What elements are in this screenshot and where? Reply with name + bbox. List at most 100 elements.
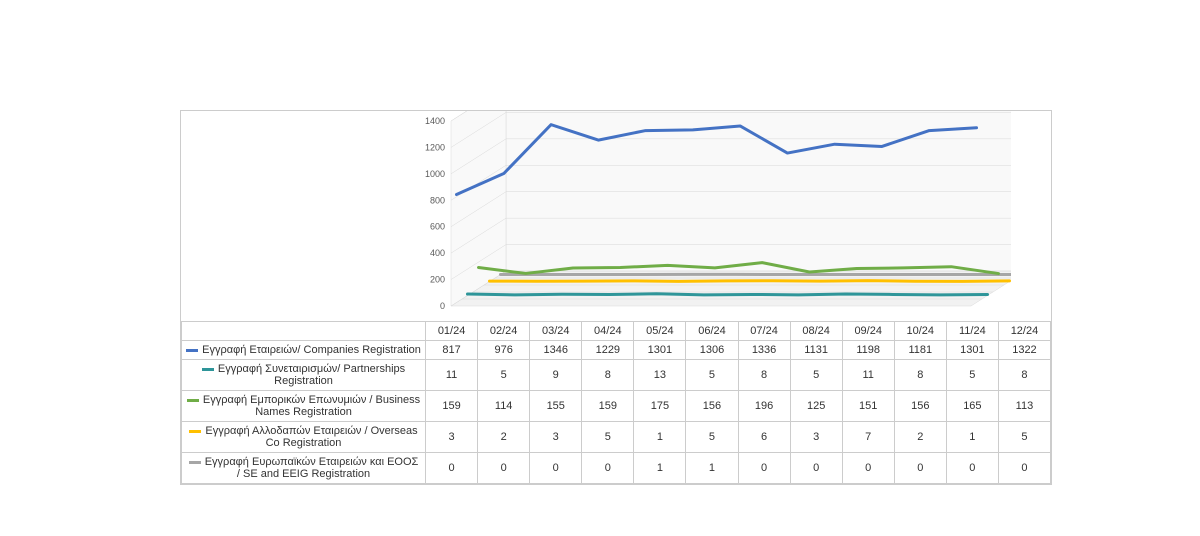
data-cell: 1306 (686, 341, 738, 360)
series-label: Εγγραφή Συνεταιρισμών/ Partnerships Regi… (218, 363, 405, 387)
data-cell: 5 (686, 422, 738, 453)
data-cell: 8 (738, 360, 790, 391)
data-cell: 125 (790, 391, 842, 422)
data-cell: 0 (426, 453, 478, 484)
data-cell: 13 (634, 360, 686, 391)
plot-area: 0 200 400 600 800 1000 1200 1400 (411, 111, 1011, 321)
category-header: 04/24 (582, 322, 634, 341)
category-header: 05/24 (634, 322, 686, 341)
data-cell: 8 (998, 360, 1050, 391)
data-cell: 175 (634, 391, 686, 422)
data-cell: 1181 (894, 341, 946, 360)
data-table: 01/2402/2403/2404/2405/2406/2407/2408/24… (181, 321, 1051, 484)
category-header: 10/24 (894, 322, 946, 341)
series-label-cell: Εγγραφή Συνεταιρισμών/ Partnerships Regi… (182, 360, 426, 391)
data-cell: 0 (894, 453, 946, 484)
category-header: 07/24 (738, 322, 790, 341)
legend-swatch (189, 461, 201, 464)
category-header: 03/24 (530, 322, 582, 341)
table-row: Εγγραφή Εμπορικών Επωνυμιών / Business N… (182, 391, 1051, 422)
data-cell: 151 (842, 391, 894, 422)
data-cell: 1 (634, 422, 686, 453)
svg-text:200: 200 (430, 275, 445, 285)
svg-text:1400: 1400 (425, 116, 445, 126)
data-cell: 5 (998, 422, 1050, 453)
data-cell: 0 (738, 453, 790, 484)
data-cell: 1301 (946, 341, 998, 360)
category-header: 11/24 (946, 322, 998, 341)
data-cell: 1229 (582, 341, 634, 360)
data-cell: 11 (426, 360, 478, 391)
data-cell: 196 (738, 391, 790, 422)
series-label-cell: Εγγραφή Εμπορικών Επωνυμιών / Business N… (182, 391, 426, 422)
data-cell: 159 (426, 391, 478, 422)
svg-text:1000: 1000 (425, 169, 445, 179)
data-cell: 1346 (530, 341, 582, 360)
data-cell: 0 (842, 453, 894, 484)
data-cell: 159 (582, 391, 634, 422)
data-cell: 113 (998, 391, 1050, 422)
data-cell: 0 (530, 453, 582, 484)
category-header: 12/24 (998, 322, 1050, 341)
data-cell: 11 (842, 360, 894, 391)
legend-swatch (189, 430, 201, 433)
data-cell: 0 (998, 453, 1050, 484)
svg-text:600: 600 (430, 222, 445, 232)
chart-svg: 0 200 400 600 800 1000 1200 1400 (411, 111, 1011, 321)
table-row: Εγγραφή Συνεταιρισμών/ Partnerships Regi… (182, 360, 1051, 391)
table-row: Εγγραφή Ευρωπαϊκών Εταιρειών και ΕΟΟΣ / … (182, 453, 1051, 484)
chart-container: 0200400600800100012001400 01/2402/2403/2… (180, 110, 1052, 485)
data-cell: 1336 (738, 341, 790, 360)
data-cell: 155 (530, 391, 582, 422)
data-cell: 5 (478, 360, 530, 391)
data-cell: 1 (686, 453, 738, 484)
table-row: Εγγραφή Εταιρειών/ Companies Registratio… (182, 341, 1051, 360)
data-cell: 3 (426, 422, 478, 453)
data-cell: 3 (790, 422, 842, 453)
data-cell: 5 (790, 360, 842, 391)
legend-swatch (187, 399, 199, 402)
category-header: 01/24 (426, 322, 478, 341)
series-label-cell: Εγγραφή Αλλοδαπών Εταιρειών / Overseas C… (182, 422, 426, 453)
data-cell: 817 (426, 341, 478, 360)
svg-text:0: 0 (440, 301, 445, 311)
svg-text:1200: 1200 (425, 142, 445, 152)
data-cell: 1301 (634, 341, 686, 360)
series-label: Εγγραφή Ευρωπαϊκών Εταιρειών και ΕΟΟΣ / … (205, 456, 419, 480)
data-cell: 0 (478, 453, 530, 484)
data-cell: 7 (842, 422, 894, 453)
data-cell: 1 (946, 422, 998, 453)
data-cell: 9 (530, 360, 582, 391)
series-label: Εγγραφή Αλλοδαπών Εταιρειών / Overseas C… (205, 425, 417, 449)
data-cell: 5 (686, 360, 738, 391)
category-header: 08/24 (790, 322, 842, 341)
data-cell: 1198 (842, 341, 894, 360)
table-header-row: 01/2402/2403/2404/2405/2406/2407/2408/24… (182, 322, 1051, 341)
data-cell: 5 (946, 360, 998, 391)
series-label: Εγγραφή Εταιρειών/ Companies Registratio… (202, 344, 421, 356)
table-corner-cell (182, 322, 426, 341)
data-cell: 976 (478, 341, 530, 360)
data-cell: 2 (894, 422, 946, 453)
data-cell: 0 (582, 453, 634, 484)
category-header: 06/24 (686, 322, 738, 341)
table-row: Εγγραφή Αλλοδαπών Εταιρειών / Overseas C… (182, 422, 1051, 453)
data-cell: 2 (478, 422, 530, 453)
svg-text:800: 800 (430, 195, 445, 205)
data-cell: 0 (946, 453, 998, 484)
data-cell: 165 (946, 391, 998, 422)
data-cell: 156 (894, 391, 946, 422)
category-header: 02/24 (478, 322, 530, 341)
data-cell: 8 (894, 360, 946, 391)
legend-swatch (186, 349, 198, 352)
data-cell: 114 (478, 391, 530, 422)
category-header: 09/24 (842, 322, 894, 341)
series-label: Εγγραφή Εμπορικών Επωνυμιών / Business N… (203, 394, 420, 418)
data-cell: 1 (634, 453, 686, 484)
svg-text:400: 400 (430, 248, 445, 258)
data-cell: 3 (530, 422, 582, 453)
legend-swatch (202, 368, 214, 371)
data-cell: 1322 (998, 341, 1050, 360)
data-cell: 0 (790, 453, 842, 484)
data-cell: 5 (582, 422, 634, 453)
